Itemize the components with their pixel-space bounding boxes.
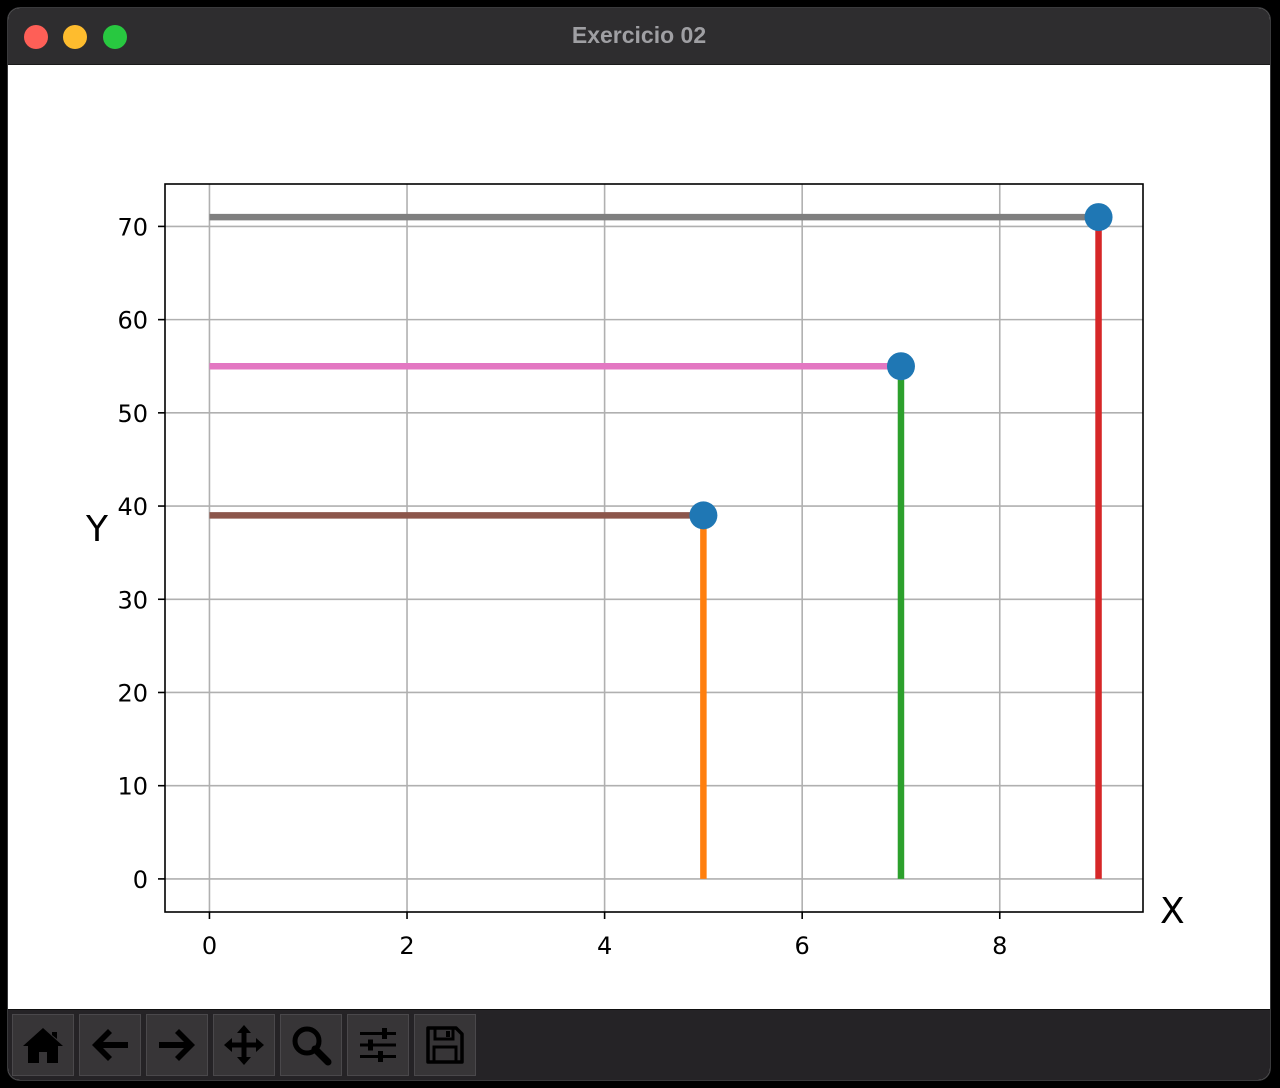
y-tick-label: 20 (117, 679, 148, 707)
pan-move-icon (224, 1025, 264, 1065)
y-tick-label: 70 (117, 213, 148, 241)
plot-figure: 0 2 4 6 8 0 10 20 30 40 50 60 70 X Y (85, 183, 1185, 960)
home-icon (23, 1028, 63, 1063)
y-tick-label: 10 (117, 773, 148, 801)
configure-subplots-icon (360, 1028, 396, 1062)
y-tick-label: 30 (117, 586, 148, 614)
zoom-magnifier-icon (292, 1026, 332, 1066)
window-title: Exercicio 02 (571, 22, 707, 48)
plot-axes-frame (164, 183, 1144, 913)
x-tick-label: 0 (202, 932, 217, 960)
figure-canvas[interactable]: 0 2 4 6 8 0 10 20 30 40 50 60 70 X Y (8, 65, 1270, 1009)
save-disk-icon (426, 1026, 464, 1064)
maximize-window-button[interactable] (103, 25, 127, 49)
x-axis-label: X (1160, 891, 1185, 932)
forward-button[interactable] (146, 1014, 208, 1076)
forward-arrow-icon (159, 1029, 195, 1061)
x-tick-label: 4 (597, 932, 612, 960)
pan-button[interactable] (213, 1014, 275, 1076)
minimize-window-button[interactable] (63, 25, 87, 49)
scatter-point (689, 501, 718, 530)
back-arrow-icon (92, 1029, 128, 1061)
close-window-button[interactable] (24, 25, 48, 49)
app-window: Exercicio 02 0 2 4 6 8 0 10 20 30 40 50 60 70 X Y (8, 8, 1270, 1080)
x-tick-label: 8 (992, 932, 1007, 960)
scatter-point (886, 352, 915, 381)
navigation-toolbar (8, 1009, 1270, 1080)
zoom-button[interactable] (280, 1014, 342, 1076)
y-tick-label: 60 (117, 307, 148, 335)
x-tick-label: 6 (795, 932, 810, 960)
y-tick-label: 50 (117, 400, 148, 428)
x-tick-label: 2 (399, 932, 414, 960)
back-button[interactable] (79, 1014, 141, 1076)
save-button[interactable] (414, 1014, 476, 1076)
title-bar[interactable]: Exercicio 02 (8, 8, 1270, 65)
y-axis-label: Y (85, 509, 109, 550)
configure-subplots-button[interactable] (347, 1014, 409, 1076)
y-tick-label: 40 (117, 493, 148, 521)
y-tick-label: 0 (133, 866, 148, 894)
scatter-point (1084, 203, 1113, 232)
home-button[interactable] (12, 1014, 74, 1076)
